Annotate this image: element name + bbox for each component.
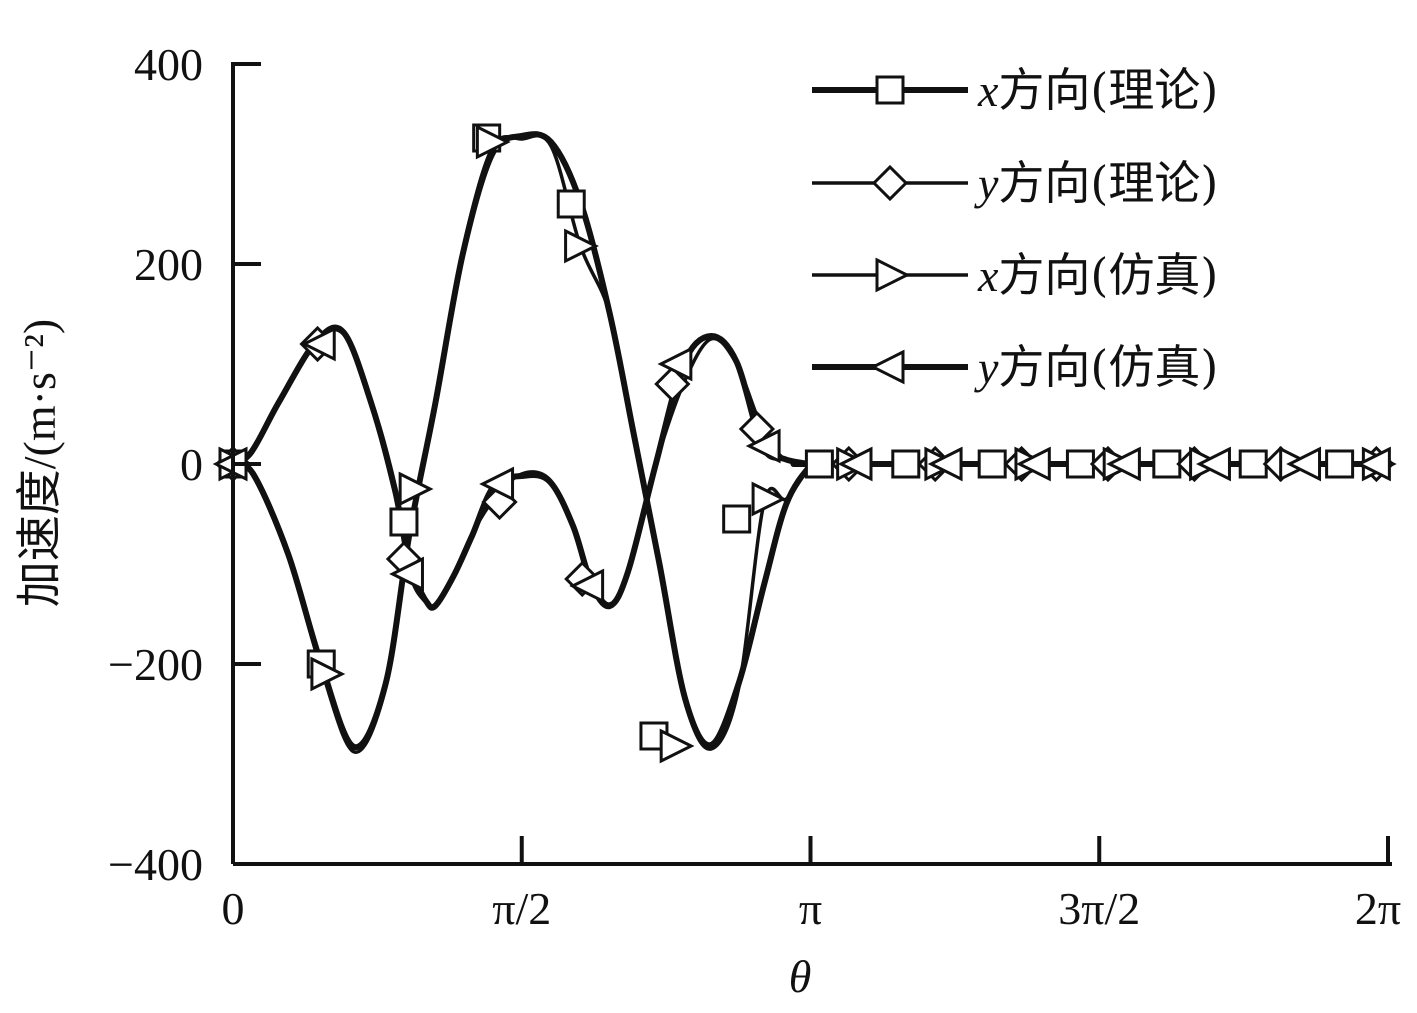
series-lines	[230, 131, 1391, 754]
marker-y-dir-sim	[389, 556, 424, 592]
x-tick-label: 3π/2	[1058, 883, 1140, 934]
marker-x-dir-theory	[1238, 449, 1268, 479]
marker-y-dir-theory	[654, 365, 691, 403]
marker-y-dir-sim	[300, 326, 336, 362]
y-tick-label: 0	[180, 439, 203, 490]
legend-marker	[869, 349, 905, 385]
marker-y-dir-sim	[927, 446, 963, 482]
marker-x-dir-theory	[1325, 449, 1355, 479]
marker-x-dir-theory	[804, 449, 834, 479]
marker-x-dir-theory	[556, 189, 586, 219]
marker-y-dir-sim	[837, 446, 873, 482]
legend-label: y方向(仿真)	[974, 340, 1218, 394]
marker-x-dir-theory	[389, 507, 419, 537]
marker-x-dir-sim	[659, 728, 695, 764]
marker-y-dir-sim	[569, 568, 605, 604]
marker-x-dir-sim	[751, 481, 787, 517]
y-tick-label: −400	[108, 839, 203, 890]
legend-label: y方向(理论)	[974, 156, 1218, 210]
marker-y-dir-sim	[479, 466, 515, 502]
marker-y-dir-sim	[1015, 446, 1051, 482]
y-tick-label: 200	[134, 239, 203, 290]
marker-y-dir-sim	[657, 346, 693, 382]
x-tick-label: π/2	[492, 883, 551, 934]
marker-y-dir-sim	[1356, 446, 1391, 482]
legend-marker	[875, 257, 911, 293]
series-line-x-dir-sim	[231, 133, 1390, 754]
legend-marker	[871, 164, 909, 202]
x-tick-label: 0	[222, 883, 245, 934]
marker-y-dir-sim	[1196, 446, 1231, 482]
marker-x-dir-theory	[891, 449, 921, 479]
marker-y-dir-sim	[1286, 446, 1322, 482]
legend-marker	[875, 75, 905, 105]
x-ticks: 0 π/2 π 3π/2 2π	[222, 836, 1401, 934]
x-axis-title: θ	[789, 951, 812, 1002]
marker-x-dir-theory	[1152, 449, 1182, 479]
legend-label: x方向(理论)	[977, 63, 1218, 117]
marker-x-dir-theory	[722, 504, 752, 534]
series-line-x-dir-theory	[230, 131, 1391, 751]
series-markers	[212, 123, 1397, 764]
plot-area	[212, 123, 1397, 764]
marker-x-dir-sim	[475, 124, 511, 160]
marker-x-dir-theory	[1065, 449, 1095, 479]
y-ticks: 400 200 0 −200 −400	[108, 39, 261, 890]
marker-x-dir-theory	[977, 449, 1007, 479]
marker-y-dir-sim	[1106, 446, 1141, 482]
marker-x-dir-sim	[564, 228, 599, 264]
marker-x-dir-sim	[398, 471, 434, 507]
x-tick-label: π	[799, 883, 822, 934]
y-tick-label: −200	[108, 639, 203, 690]
legend: x方向(理论) y方向(理论) x方向(仿真) y方向(仿真)	[812, 63, 1218, 394]
legend-label: x方向(仿真)	[977, 248, 1218, 302]
marker-x-dir-sim	[310, 656, 346, 692]
y-axis-title: 加速度/(m·s⁻²)	[14, 319, 65, 608]
marker-y-dir-sim	[745, 428, 781, 464]
y-tick-label: 400	[134, 39, 203, 90]
x-tick-label: 2π	[1355, 883, 1401, 934]
